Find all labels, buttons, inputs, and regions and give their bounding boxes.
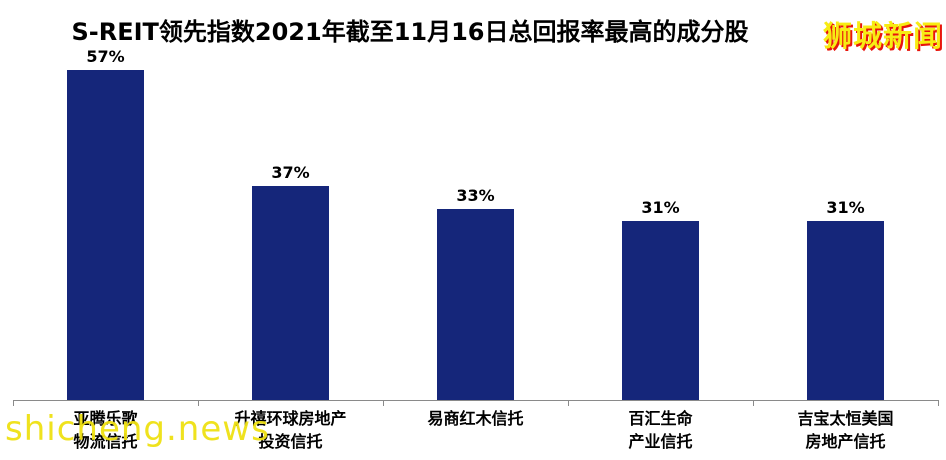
category-label: 吉宝太恒美国 房地产信托	[797, 409, 894, 451]
bar-rect	[252, 186, 329, 400]
x-axis-line	[13, 400, 939, 401]
bar-rect	[437, 209, 514, 400]
category-label: 亚腾乐歌 物流信托	[73, 409, 138, 451]
x-axis-tick	[13, 401, 14, 406]
bar-slot: 57%	[13, 0, 198, 400]
bar-slot: 37%	[198, 0, 383, 400]
category-label: 百汇生命 产业信托	[628, 409, 693, 451]
bar-value-label: 31%	[641, 198, 680, 217]
brand-logo: 狮城新闻	[822, 19, 943, 53]
category-label: 升禧环球房地产 投资信托	[234, 409, 347, 451]
bar-value-label: 37%	[271, 163, 310, 182]
bar-value-label: 57%	[86, 47, 125, 66]
bar-slot: 31%	[568, 0, 753, 400]
plot-area: 57% 37% 33% 31% 31%	[13, 0, 938, 400]
bar-value-label: 31%	[826, 198, 865, 217]
x-axis-tick	[383, 401, 384, 406]
bar-slot: 33%	[383, 0, 568, 400]
watermark: shicheng.news	[5, 409, 270, 449]
category-label: 易商红木信托	[427, 409, 524, 428]
x-axis-tick	[568, 401, 569, 406]
bar-value-label: 33%	[456, 186, 495, 205]
bar-rect	[67, 70, 144, 400]
bar-slot: 31%	[753, 0, 938, 400]
x-axis-tick	[938, 401, 939, 406]
x-axis-tick	[198, 401, 199, 406]
bar-rect	[807, 221, 884, 400]
category-labels: 亚腾乐歌 物流信托 升禧环球房地产 投资信托 易商红木信托 百汇生命 产业信托 吉宝太恒…	[13, 407, 938, 453]
x-axis-tick	[753, 401, 754, 406]
bar-rect	[622, 221, 699, 400]
chart-title: S-REIT领先指数2021年截至11月16日总回报率最高的成分股	[71, 18, 749, 46]
